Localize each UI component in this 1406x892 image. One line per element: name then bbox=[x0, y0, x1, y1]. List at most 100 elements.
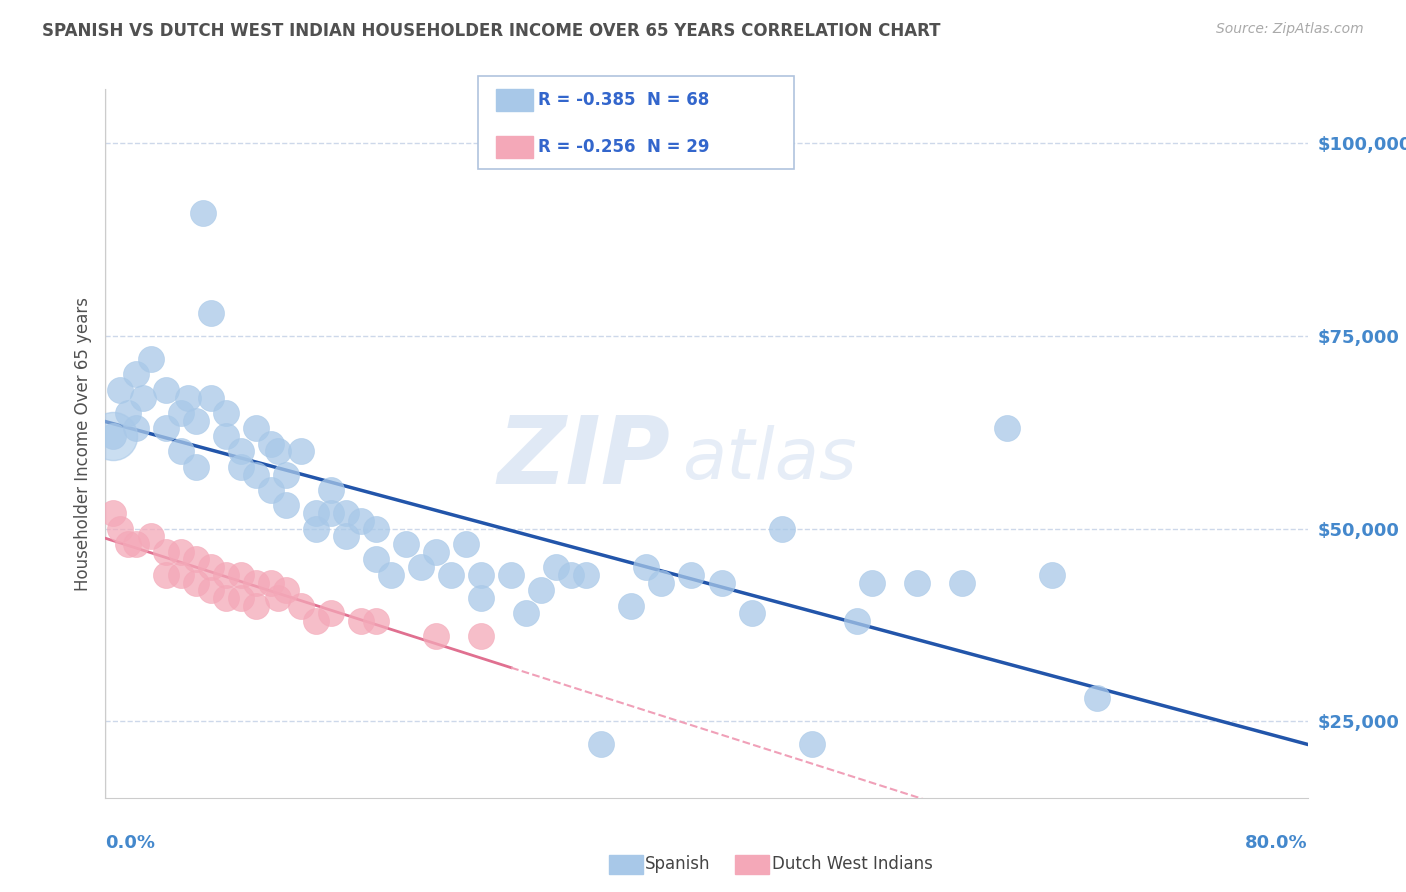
Point bbox=[860, 575, 883, 590]
Point bbox=[110, 383, 132, 397]
Point bbox=[155, 544, 177, 558]
Point bbox=[591, 738, 613, 752]
Point bbox=[845, 614, 868, 628]
Y-axis label: Householder Income Over 65 years: Householder Income Over 65 years bbox=[73, 297, 91, 591]
Point bbox=[260, 575, 283, 590]
Point bbox=[364, 552, 387, 566]
Point bbox=[101, 429, 124, 443]
Point bbox=[636, 560, 658, 574]
Point bbox=[229, 591, 252, 605]
Point bbox=[184, 459, 207, 474]
Point bbox=[229, 444, 252, 458]
Point bbox=[440, 567, 463, 582]
Text: Dutch West Indians: Dutch West Indians bbox=[772, 855, 932, 873]
Point bbox=[117, 537, 139, 551]
Point bbox=[350, 614, 373, 628]
Point bbox=[620, 599, 643, 613]
Point bbox=[650, 575, 672, 590]
Point bbox=[274, 499, 297, 513]
Point bbox=[214, 406, 236, 420]
Point bbox=[305, 522, 328, 536]
Point bbox=[214, 567, 236, 582]
Point bbox=[425, 630, 447, 644]
Text: atlas: atlas bbox=[682, 425, 858, 494]
Point bbox=[245, 599, 267, 613]
Point bbox=[995, 421, 1018, 435]
Point bbox=[155, 567, 177, 582]
Point bbox=[214, 591, 236, 605]
Point bbox=[200, 560, 222, 574]
Point bbox=[267, 444, 290, 458]
Point bbox=[200, 583, 222, 598]
Point bbox=[800, 738, 823, 752]
Text: ZIP: ZIP bbox=[498, 412, 671, 504]
Text: Spanish: Spanish bbox=[645, 855, 711, 873]
Text: SPANISH VS DUTCH WEST INDIAN HOUSEHOLDER INCOME OVER 65 YEARS CORRELATION CHART: SPANISH VS DUTCH WEST INDIAN HOUSEHOLDER… bbox=[42, 22, 941, 40]
Point bbox=[110, 522, 132, 536]
Point bbox=[319, 506, 342, 520]
Point bbox=[200, 391, 222, 405]
Point bbox=[425, 544, 447, 558]
Point bbox=[274, 583, 297, 598]
Point bbox=[395, 537, 418, 551]
Point bbox=[560, 567, 582, 582]
Point bbox=[245, 467, 267, 482]
Point bbox=[274, 467, 297, 482]
Point bbox=[155, 383, 177, 397]
Point bbox=[245, 421, 267, 435]
Point bbox=[319, 607, 342, 621]
Point bbox=[741, 607, 763, 621]
Text: R = -0.256  N = 29: R = -0.256 N = 29 bbox=[538, 138, 710, 156]
Point bbox=[191, 205, 214, 219]
Point bbox=[267, 591, 290, 605]
Point bbox=[101, 429, 124, 443]
Point bbox=[124, 368, 146, 382]
Point bbox=[1040, 567, 1063, 582]
Point bbox=[260, 436, 283, 450]
Text: 80.0%: 80.0% bbox=[1244, 834, 1308, 852]
Point bbox=[229, 567, 252, 582]
Point bbox=[169, 406, 191, 420]
Point bbox=[305, 614, 328, 628]
Text: R = -0.385  N = 68: R = -0.385 N = 68 bbox=[538, 91, 710, 109]
Point bbox=[124, 421, 146, 435]
Point bbox=[515, 607, 537, 621]
Point bbox=[169, 544, 191, 558]
Point bbox=[101, 506, 124, 520]
Point bbox=[575, 567, 598, 582]
Point bbox=[117, 406, 139, 420]
Point bbox=[335, 506, 357, 520]
Point bbox=[132, 391, 155, 405]
Point bbox=[229, 459, 252, 474]
Point bbox=[184, 552, 207, 566]
Point bbox=[184, 414, 207, 428]
Point bbox=[177, 391, 200, 405]
Point bbox=[501, 567, 523, 582]
Point bbox=[319, 483, 342, 497]
Point bbox=[530, 583, 553, 598]
Point bbox=[1085, 691, 1108, 706]
Point bbox=[124, 537, 146, 551]
Point bbox=[350, 514, 373, 528]
Point bbox=[470, 567, 492, 582]
Point bbox=[681, 567, 703, 582]
Point bbox=[950, 575, 973, 590]
Point bbox=[470, 630, 492, 644]
Point bbox=[380, 567, 402, 582]
Point bbox=[139, 529, 162, 543]
Point bbox=[245, 575, 267, 590]
Point bbox=[335, 529, 357, 543]
Point bbox=[364, 614, 387, 628]
Text: Source: ZipAtlas.com: Source: ZipAtlas.com bbox=[1216, 22, 1364, 37]
Point bbox=[200, 306, 222, 320]
Point bbox=[290, 444, 312, 458]
Point bbox=[169, 567, 191, 582]
Point bbox=[214, 429, 236, 443]
Point bbox=[546, 560, 568, 574]
Point bbox=[169, 444, 191, 458]
Point bbox=[139, 351, 162, 366]
Point bbox=[184, 575, 207, 590]
Point bbox=[710, 575, 733, 590]
Point bbox=[260, 483, 283, 497]
Point bbox=[305, 506, 328, 520]
